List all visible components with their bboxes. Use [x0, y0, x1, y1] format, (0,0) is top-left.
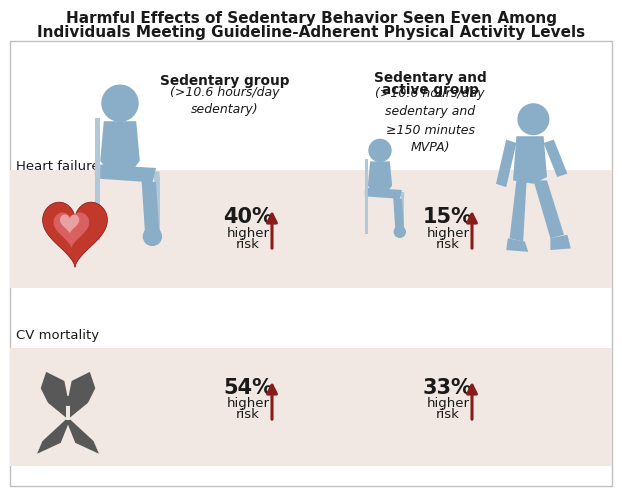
Polygon shape [154, 177, 160, 240]
Polygon shape [364, 159, 368, 195]
Text: risk: risk [436, 238, 460, 250]
Polygon shape [95, 168, 160, 179]
Text: CV mortality: CV mortality [16, 329, 99, 343]
Text: risk: risk [236, 238, 260, 250]
Polygon shape [53, 212, 89, 248]
Polygon shape [544, 139, 567, 177]
Circle shape [518, 104, 549, 134]
Text: (>10.6 hours/day
sedentary and
≥150 minutes
MVPA): (>10.6 hours/day sedentary and ≥150 minu… [375, 87, 485, 154]
Text: Sedentary and: Sedentary and [374, 71, 486, 85]
Polygon shape [42, 202, 108, 267]
Circle shape [394, 226, 406, 237]
Text: active group: active group [381, 83, 478, 97]
Polygon shape [68, 403, 99, 454]
Polygon shape [100, 121, 140, 168]
Circle shape [369, 139, 391, 161]
Polygon shape [100, 164, 156, 183]
Text: Heart failure: Heart failure [16, 160, 100, 173]
Polygon shape [60, 214, 80, 234]
Text: 40%: 40% [223, 207, 273, 227]
Text: Harmful Effects of Sedentary Behavior Seen Even Among: Harmful Effects of Sedentary Behavior Se… [65, 10, 557, 25]
Circle shape [144, 227, 161, 246]
Polygon shape [95, 118, 100, 177]
Polygon shape [368, 188, 402, 199]
Polygon shape [364, 195, 368, 234]
Text: higher: higher [226, 227, 269, 240]
Polygon shape [40, 372, 68, 419]
Polygon shape [496, 139, 516, 187]
Circle shape [63, 397, 72, 405]
Text: higher: higher [226, 397, 269, 411]
Polygon shape [506, 238, 528, 252]
Text: risk: risk [236, 409, 260, 422]
Text: 15%: 15% [423, 207, 473, 227]
Polygon shape [534, 181, 564, 238]
Polygon shape [68, 372, 95, 419]
Text: 54%: 54% [223, 378, 273, 398]
Polygon shape [550, 235, 571, 250]
Polygon shape [393, 198, 404, 232]
Text: (>10.6 hours/day
sedentary): (>10.6 hours/day sedentary) [170, 86, 280, 116]
Polygon shape [513, 136, 547, 184]
Polygon shape [509, 181, 527, 242]
Polygon shape [95, 177, 100, 240]
Text: higher: higher [427, 227, 470, 240]
Polygon shape [401, 195, 404, 234]
FancyBboxPatch shape [10, 41, 612, 486]
Text: Individuals Meeting Guideline-Adherent Physical Activity Levels: Individuals Meeting Guideline-Adherent P… [37, 25, 585, 41]
Polygon shape [368, 161, 392, 190]
Text: Sedentary group: Sedentary group [160, 74, 290, 88]
FancyBboxPatch shape [10, 348, 612, 466]
Text: 33%: 33% [423, 378, 473, 398]
Polygon shape [66, 404, 70, 420]
FancyBboxPatch shape [10, 170, 612, 288]
Polygon shape [142, 181, 160, 237]
Text: risk: risk [436, 409, 460, 422]
Polygon shape [364, 190, 404, 196]
Text: higher: higher [427, 397, 470, 411]
Polygon shape [37, 403, 68, 454]
Circle shape [102, 85, 138, 121]
